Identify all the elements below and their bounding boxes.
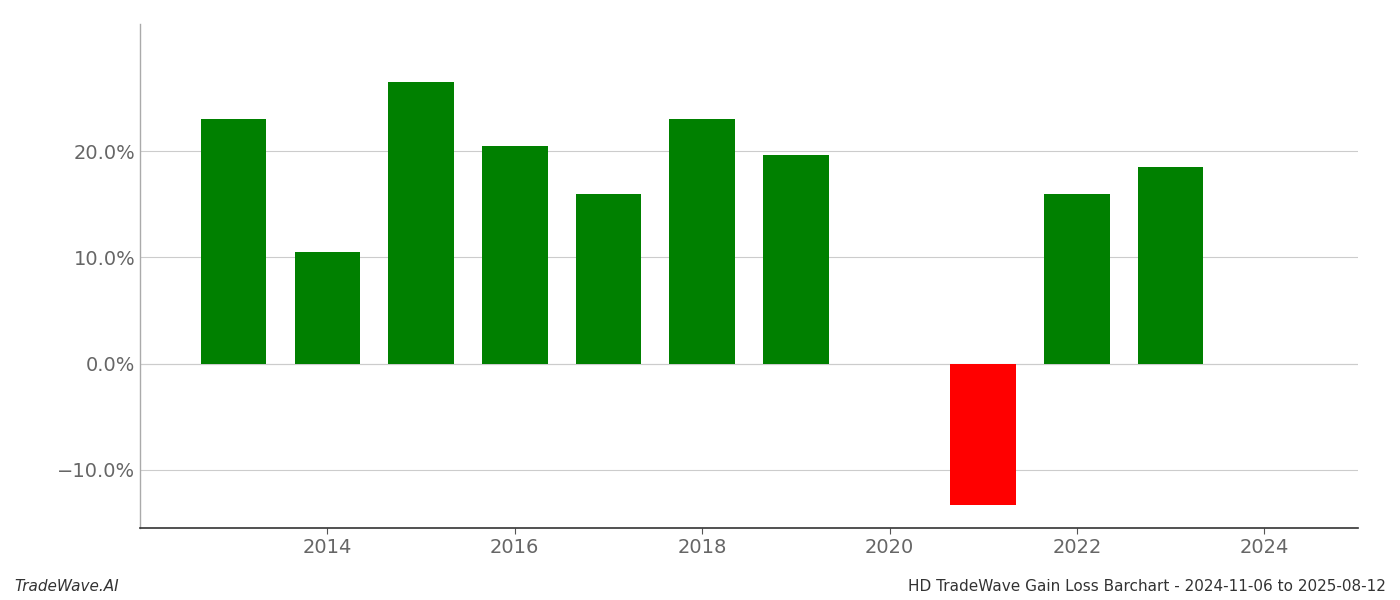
Bar bbox=[575, 194, 641, 364]
Bar bbox=[482, 146, 547, 364]
Bar bbox=[388, 82, 454, 364]
Bar bbox=[294, 252, 360, 364]
Bar bbox=[1044, 194, 1110, 364]
Bar bbox=[669, 119, 735, 364]
Text: TradeWave.AI: TradeWave.AI bbox=[14, 579, 119, 594]
Bar bbox=[200, 119, 266, 364]
Bar bbox=[1138, 167, 1204, 364]
Bar bbox=[763, 155, 829, 364]
Bar bbox=[951, 364, 1016, 505]
Text: HD TradeWave Gain Loss Barchart - 2024-11-06 to 2025-08-12: HD TradeWave Gain Loss Barchart - 2024-1… bbox=[909, 579, 1386, 594]
